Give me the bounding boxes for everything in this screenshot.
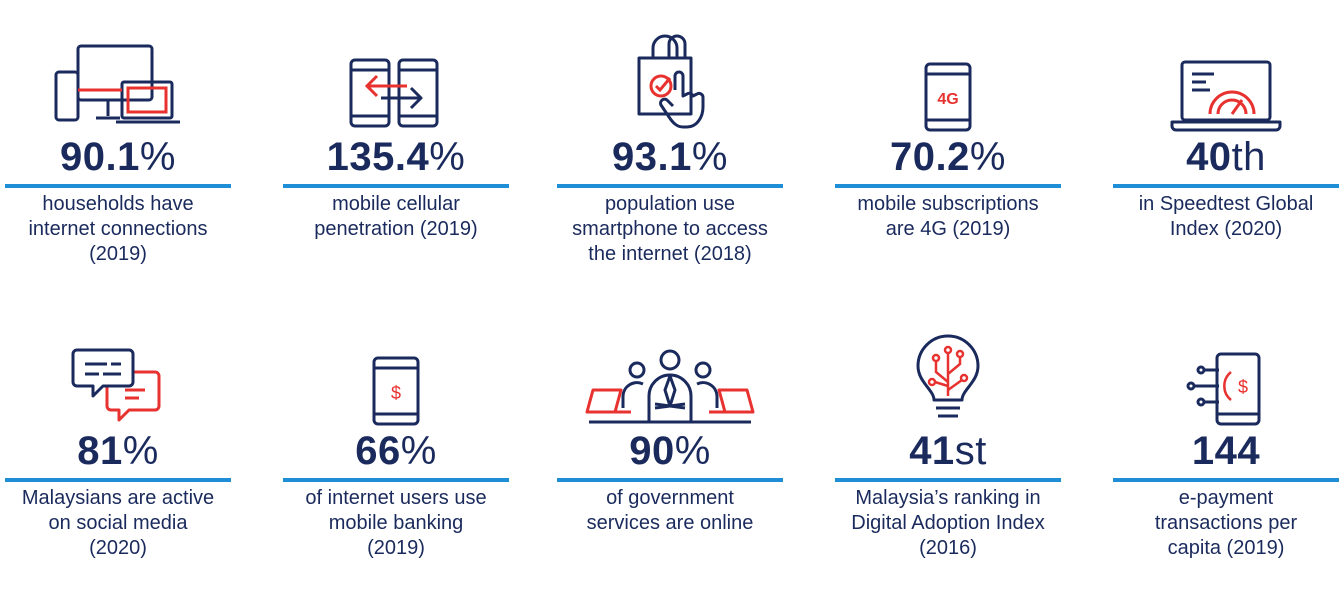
devices-icon	[5, 32, 231, 132]
phone-payment-icon: $	[1113, 326, 1339, 426]
stat-value: 90%	[629, 429, 711, 473]
stat-value: 144	[1191, 429, 1261, 473]
stat-value: 135.4%	[326, 135, 466, 179]
stat-description: e-payment transactions per capita (2019)	[1154, 487, 1298, 559]
divider	[5, 184, 231, 188]
divider	[835, 184, 1061, 188]
stat-description: population use smartphone to access the in…	[572, 193, 768, 265]
divider	[283, 184, 509, 188]
stat-description: in Speedtest Global Index (2020)	[1138, 193, 1314, 240]
divider	[5, 478, 231, 482]
divider	[283, 478, 509, 482]
stat-value: 70.2%	[890, 135, 1006, 179]
phone-dollar-icon: $	[283, 326, 509, 426]
lightbulb-circuit-icon	[835, 326, 1061, 426]
divider	[557, 478, 783, 482]
svg-text:$: $	[1238, 377, 1248, 397]
phone-4g-icon: 4G	[835, 32, 1061, 132]
stat-description: of government services are online	[586, 487, 754, 534]
stat-description: Malaysia’s ranking in Digital Adoption In…	[851, 487, 1045, 559]
stat-description: of internet users use mobile banking (2019…	[305, 487, 487, 559]
stat-description: households have internet connections (2019…	[28, 193, 208, 265]
divider	[1113, 478, 1339, 482]
stat-description: Malaysians are active on social media (202…	[21, 487, 215, 559]
stat-value: 66%	[355, 429, 437, 473]
laptop-speedometer-icon	[1113, 32, 1339, 132]
divider	[835, 478, 1061, 482]
stat-value: 90.1%	[60, 135, 176, 179]
svg-text:4G: 4G	[937, 91, 958, 108]
phone-transfer-icon	[283, 32, 509, 132]
team-meeting-icon	[557, 326, 783, 426]
stat-value: 81%	[77, 429, 159, 473]
shopping-bag-tap-icon	[557, 32, 783, 132]
stat-description: mobile subscriptions are 4G (2019)	[857, 193, 1039, 240]
divider	[1113, 184, 1339, 188]
stat-value: 40th	[1186, 135, 1266, 179]
stat-value: 93.1%	[612, 135, 728, 179]
chat-bubbles-icon	[5, 326, 231, 426]
stat-value: 41st	[909, 429, 987, 473]
stat-description: mobile cellular penetration (2019)	[314, 193, 478, 240]
divider	[557, 184, 783, 188]
svg-text:$: $	[391, 383, 401, 403]
